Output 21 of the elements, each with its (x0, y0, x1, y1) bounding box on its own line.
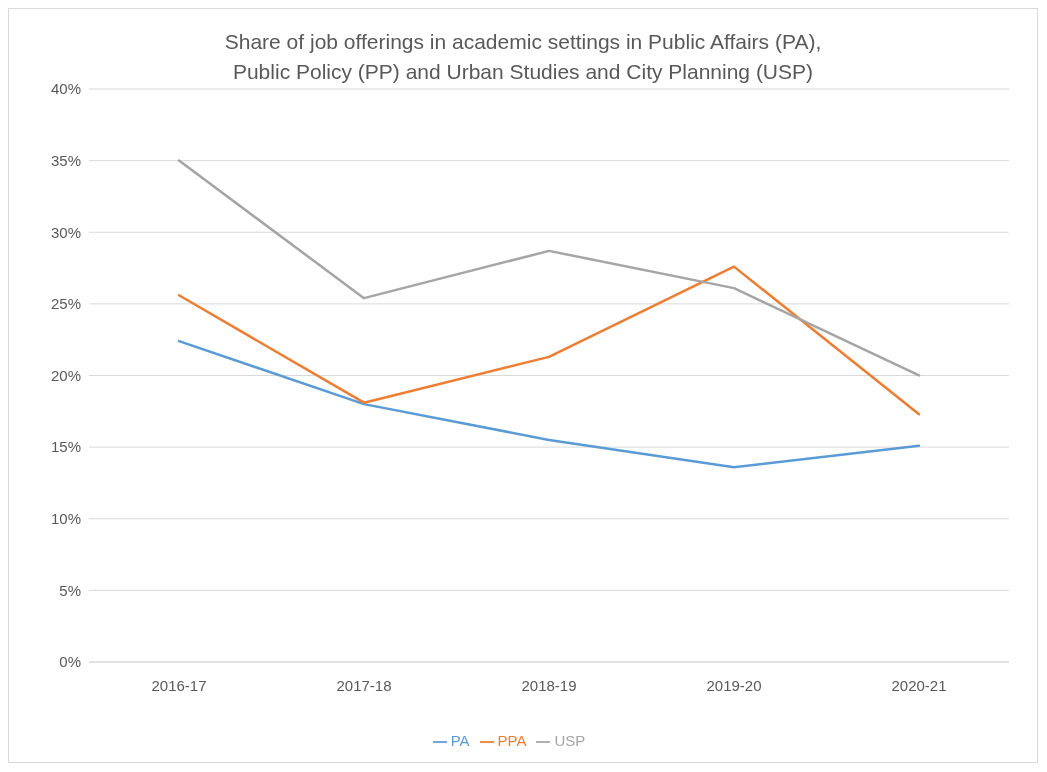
legend-label: PPA (497, 731, 527, 749)
y-tick-label: 40% (50, 80, 81, 98)
legend-label: USP (554, 731, 586, 749)
x-tick-label: 2020-21 (891, 676, 947, 694)
y-tick-label: 35% (50, 151, 81, 169)
line-series (177, 159, 921, 377)
x-tick-label: 2016-17 (151, 676, 207, 694)
y-tick-label: 15% (50, 438, 81, 456)
y-tick-label: 5% (59, 581, 81, 599)
y-tick-label: 25% (50, 295, 81, 313)
x-tick-label: 2017-18 (336, 676, 392, 694)
line-series (177, 265, 921, 416)
x-tick-label: 2018-19 (521, 676, 577, 694)
y-tick-label: 0% (59, 653, 81, 671)
x-tick-label: 2019-20 (706, 676, 762, 694)
legend-label: PA (450, 731, 470, 749)
y-tick-label: 20% (50, 366, 81, 384)
line-series (177, 339, 921, 469)
y-tick-label: 10% (50, 510, 81, 528)
y-tick-label: 30% (50, 223, 81, 241)
chart-title: Share of job offerings in academic settings in Public Affairs (PA), Public Policy (PP) and Urban Studies and City Planning (USP) (223, 29, 823, 85)
